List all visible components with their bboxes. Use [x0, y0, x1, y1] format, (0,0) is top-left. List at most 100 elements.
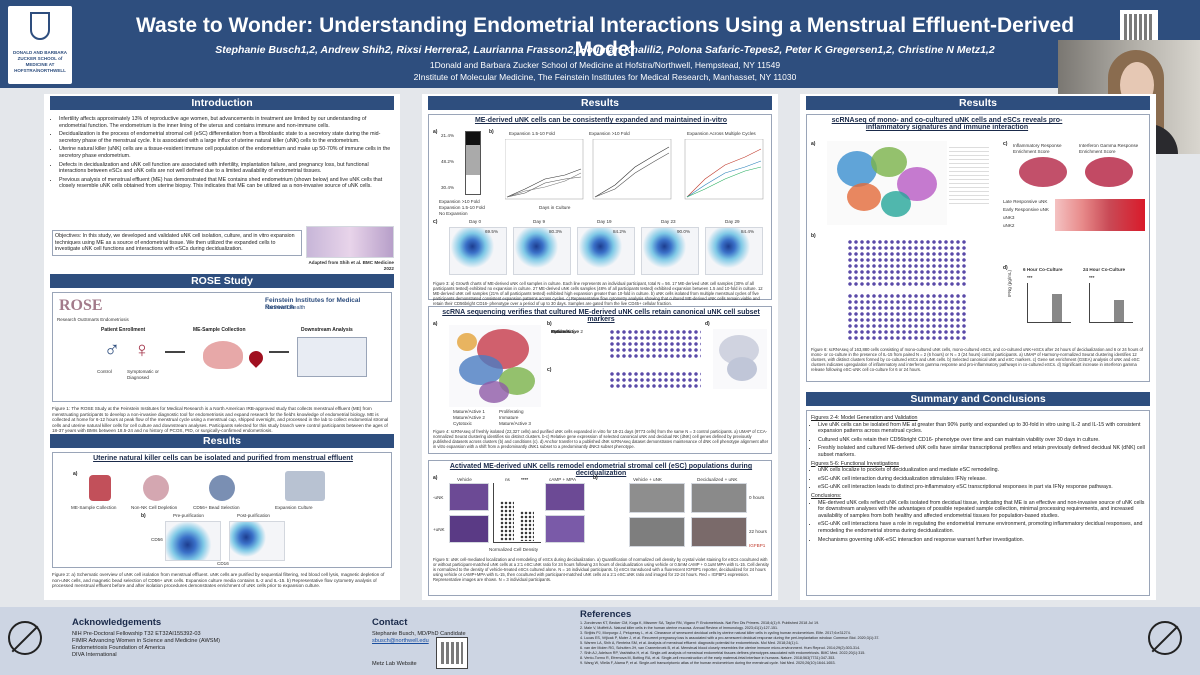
fig4-umap: [449, 325, 541, 407]
day-pct: 90.0%: [677, 229, 691, 234]
flow-plot-day: [577, 227, 635, 275]
fig6-caption: Figure 6: scRNAseq of 163,880 cells cons…: [811, 347, 1144, 372]
reference: 1. Zondervan KT, Becker CM, Koga K, Miss…: [580, 621, 820, 625]
heatmap-title: Interferon Gamma Response Enrichment Sco…: [1079, 143, 1139, 154]
contact-email[interactable]: sbusch@northwell.edu: [372, 638, 429, 644]
fig3-caption: Figure 3: a) Growth charts of ME-derived…: [433, 281, 763, 306]
uterus-icon: [203, 341, 243, 369]
summary-bullet: Freshly isolated and cultured ME-derived…: [818, 445, 1147, 458]
intro-bullet: Uterine natural killer (uNK) cells are a…: [59, 146, 392, 159]
fig4d-label: d): [705, 321, 710, 327]
fig4c-label: c): [547, 367, 552, 373]
heat-row-label: Late Responsive uNK: [1003, 199, 1048, 204]
fig4-caption: Figure 4: scRNAseq of freshly isolated (…: [433, 429, 769, 449]
step-analysis: Downstream Analysis: [301, 327, 353, 333]
no-symbol-icon: [8, 621, 42, 655]
flow-plot-day: [641, 227, 699, 275]
histology-image: [306, 226, 394, 258]
growth-title: Expansion Across Multiple Cycles: [687, 131, 756, 136]
fig3b-label: b): [489, 129, 494, 135]
logo-text: DONALD AND BARBARA ZUCKER SCHOOL of MEDI…: [12, 50, 68, 73]
day-pct: 84.2%: [613, 229, 627, 234]
heat-row-label: uNK3: [1003, 215, 1015, 220]
fig6-umap: [827, 141, 947, 225]
row-label: -uNK: [433, 495, 444, 500]
rose-heading: ROSE Study: [50, 274, 394, 288]
rose-logo: ROSE: [59, 297, 103, 314]
coculture-24h: 24 Hour Co-Culture: [1083, 267, 1126, 272]
fig5-title: Activated ME-derived uNK cells remodel e…: [449, 463, 753, 477]
intro-heading: Introduction: [50, 96, 394, 110]
row-label: +uNK: [433, 527, 445, 532]
umap-legend: [949, 147, 989, 207]
flow-plot-day: [513, 227, 571, 275]
flow-y-axis: CD56: [151, 537, 163, 542]
step-label: Non-NK Cell Depletion: [131, 505, 178, 510]
ack-line: Endometriosis Foundation of America: [72, 645, 165, 651]
right-column: Results scRNAseq of mono- and co-culture…: [800, 94, 1156, 600]
camp-label: cAMP + MPA: [549, 477, 577, 482]
contact-name: Stephanie Busch, MD/PhD Candidate: [372, 631, 466, 637]
histology-caption: Adapted from Shih et al. BMC Medicine 20…: [308, 260, 394, 271]
reference: 9. Wang W, Vilella F, Alama P, et al. Si…: [580, 661, 836, 665]
enrichment-umap: [1085, 157, 1133, 187]
lab-qr-code: [436, 637, 468, 669]
figure-4-panel: scRNA sequencing verifies that cultured …: [428, 306, 772, 454]
lab-equipment-image: [297, 337, 367, 377]
shield-icon: [30, 12, 50, 40]
bar-segment: [466, 145, 480, 175]
intro-bullets: Infertility affects approximately 13% of…: [52, 116, 392, 192]
fig6a-label: a): [811, 141, 816, 147]
summary-bullet: Cultured uNK cells retain their CD56brig…: [818, 437, 1147, 444]
reference: 4. Lucas ES, Vrljicak P, Muter J, et al.…: [580, 636, 880, 640]
objectives-box: Objectives: In this study, we developed …: [52, 230, 302, 256]
intro-bullet: Previous analysis of menstrual effluent …: [59, 177, 392, 190]
growth-title: Expansion >10 Fold: [589, 131, 630, 136]
marker-dotplot: [847, 239, 967, 287]
legend-item: Expansion 1.5-10 Fold: [439, 205, 485, 210]
affiliation-1: 1Donald and Barbara Zucker School of Med…: [429, 60, 781, 70]
person-icon: ♀: [133, 337, 151, 362]
day-pct: 80.3%: [549, 229, 563, 234]
references-heading: References: [580, 609, 632, 620]
marker-dotplot: [847, 293, 967, 341]
fig2b-label: b): [141, 513, 146, 519]
bar-segment: [466, 174, 480, 194]
crystal-violet-image: [449, 483, 489, 511]
step-label: Expansion Culture: [275, 505, 313, 510]
fig2a-label: a): [73, 471, 78, 477]
time-label: 0 hours: [749, 495, 765, 500]
igfbp1-legend: IGFBP1: [749, 543, 766, 548]
feinstein-logo: Feinstein Institutes for Medical Researc…: [265, 297, 361, 311]
step-label: ME-Sample Collection: [71, 505, 117, 510]
arrow-icon: [165, 351, 185, 353]
crystal-violet-image: [545, 483, 585, 511]
gsea-heatmap: [1055, 199, 1145, 231]
step-enrollment: Patient Enrollment: [101, 327, 146, 333]
figure-3-panel: ME-derived uNK cells can be consistently…: [428, 114, 772, 306]
flow-x-axis: CD16: [217, 561, 229, 566]
school-logo: DONALD AND BARBARA ZUCKER SCHOOL of MEDI…: [8, 6, 72, 84]
umap-legend: Mature/Active 1: [453, 409, 485, 414]
summary-bullet: Mechanisms governing uNK-eSC interaction…: [818, 537, 1147, 544]
coculture-6h: 6 Hour Co-Culture: [1023, 267, 1063, 272]
affiliation-2: 2Institute of Molecular Medicine, The Fe…: [413, 72, 797, 82]
author-list: Stephanie Busch1,2, Andrew Shih2, Rixsi …: [215, 44, 995, 56]
umap-legend: Immature: [499, 415, 519, 420]
ifn-ylabel: IFNg (pg/mL): [1007, 269, 1012, 297]
reference: 5. Warren LA, Shih A, Renteira SM, et al…: [580, 641, 799, 645]
bead-selection-icon: [209, 475, 235, 501]
culture-plate-icon: [285, 471, 325, 501]
poster-footer: Acknowledgements NIH Pre-Doctoral Fellow…: [0, 607, 1200, 675]
ack-line: DIVA International: [72, 652, 117, 658]
dotplot-row-label: Immature: [551, 329, 571, 334]
results-left-caption: Figure 2: a) Schematic overview of uNK c…: [52, 572, 385, 589]
flow-plot-pre: [165, 521, 221, 561]
rose-subtitle: Research OutSmarts Endometriosis: [57, 317, 129, 322]
density-plot: [493, 483, 541, 543]
lab-website-label: Metz Lab Website: [372, 661, 417, 667]
vehicle-label: Vehicle: [457, 477, 472, 482]
growth-title: Expansion 1.5-10 Fold: [509, 131, 555, 136]
fig5a-label: a): [433, 475, 438, 481]
